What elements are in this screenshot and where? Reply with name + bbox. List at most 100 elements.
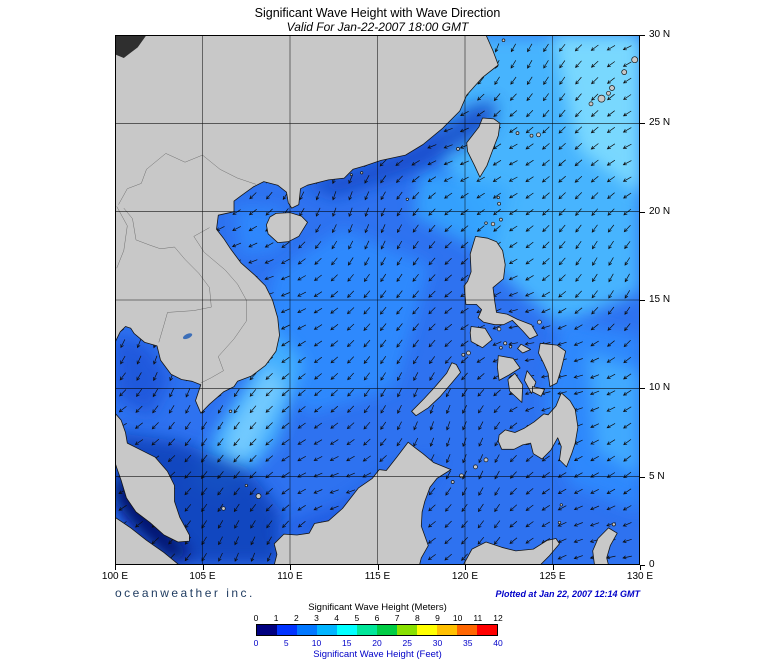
- small-island: [503, 341, 508, 346]
- lon-tick-mark: [377, 565, 379, 570]
- small-island: [631, 56, 639, 64]
- small-island: [483, 457, 489, 463]
- legend-color-segment: [457, 625, 477, 635]
- lon-tick-mark: [290, 565, 291, 570]
- lon-tick-label: 115 E: [364, 571, 391, 582]
- small-island: [490, 221, 496, 227]
- legend-meters-tick: 4: [334, 613, 340, 623]
- small-island: [459, 473, 464, 479]
- legend-meters-tick: 5: [354, 613, 360, 623]
- lat-tick-mark: [640, 211, 645, 213]
- small-island: [606, 90, 611, 96]
- small-island: [536, 132, 541, 138]
- small-island: [537, 319, 542, 325]
- small-island: [515, 131, 520, 135]
- legend-meters-tick: 1: [273, 613, 279, 623]
- legend-meters-tick: 6: [374, 613, 380, 623]
- legend-feet-tick: 20: [372, 638, 382, 648]
- legend-meters-tick: 7: [394, 613, 400, 623]
- legend-meters-tick: 9: [435, 613, 440, 623]
- legend-feet-tick: 40: [493, 638, 503, 648]
- small-island: [244, 483, 248, 488]
- plotted-timestamp: Plotted at Jan 22, 2007 12:14 GMT: [495, 589, 640, 599]
- lon-tick-mark: [640, 565, 641, 570]
- legend-color-segment: [377, 625, 397, 635]
- legend-feet-tick: 0: [253, 638, 259, 648]
- small-island: [497, 201, 501, 206]
- lat-tick-mark: [640, 476, 645, 478]
- small-island: [496, 195, 500, 200]
- lon-tick-label: 130 E: [626, 571, 654, 582]
- land-layer: [115, 35, 639, 565]
- legend-feet-tick: 35: [463, 638, 473, 648]
- small-island: [466, 350, 471, 356]
- lon-tick-label: 120 E: [451, 571, 479, 582]
- legend-meters-tick: 3: [314, 613, 319, 623]
- legend-feet-tick: 30: [432, 638, 443, 648]
- small-island: [529, 133, 534, 138]
- legend-meters-label: Significant Wave Height (Meters): [308, 602, 447, 613]
- legend-color-segment: [357, 625, 377, 635]
- map-border: [115, 35, 640, 565]
- small-island: [461, 352, 466, 357]
- country-border: [116, 206, 128, 269]
- lat-tick-label: 30 N: [649, 29, 671, 40]
- small-island: [221, 506, 226, 511]
- small-island: [228, 409, 233, 413]
- legend-feet-ticks: 0 5 10 15 20 25 30 35 40: [253, 638, 503, 648]
- lat-tick-mark: [640, 300, 645, 301]
- small-island: [473, 464, 478, 470]
- legend-color-segment: [437, 625, 457, 635]
- lon-tick-mark: [465, 565, 466, 570]
- map-canvas: [115, 35, 640, 565]
- small-island: [611, 522, 616, 527]
- legend-meters-ticks: 0 1 2 3 4 5 6 7 8 9 10 11 12: [254, 613, 503, 623]
- legend-color-segment: [277, 625, 297, 635]
- small-island: [349, 173, 353, 176]
- lat-tick-mark: [640, 123, 645, 125]
- lat-tick-label: 15 N: [649, 294, 671, 305]
- small-island: [499, 217, 503, 222]
- small-island: [456, 147, 460, 151]
- legend-meters-tick: 8: [414, 613, 420, 623]
- legend-feet-tick: 5: [283, 638, 289, 648]
- lat-tick-label: 5 N: [649, 470, 665, 482]
- oceanweather-logo-text: oceanweather inc.: [115, 586, 255, 600]
- lat-tick-label: 10 N: [649, 382, 671, 394]
- lon-tick-mark: [115, 565, 116, 570]
- small-island: [255, 493, 262, 499]
- lat-tick-label: 20 N: [649, 205, 671, 217]
- legend-colorbar: [256, 624, 498, 636]
- valid-time-subtitle: Valid For Jan-22-2007 18:00 GMT: [286, 20, 469, 34]
- lon-tick-label: 105 E: [189, 571, 216, 582]
- lon-tick-label: 100 E: [101, 571, 129, 582]
- legend-feet-tick: 25: [402, 638, 412, 648]
- lat-tick-mark: [640, 35, 645, 36]
- small-island: [588, 101, 594, 107]
- legend-meters-tick: 12: [493, 613, 503, 623]
- small-island: [450, 480, 455, 484]
- legend-color-segment: [397, 625, 417, 635]
- legend-feet-tick: 15: [342, 638, 352, 648]
- legend-color-segment: [297, 625, 317, 635]
- page-title: Significant Wave Height with Wave Direct…: [254, 6, 501, 20]
- lon-tick-label: 110 E: [277, 571, 303, 582]
- small-island: [499, 345, 503, 350]
- lat-tick-label: 25 N: [649, 117, 671, 129]
- legend-color-segment: [417, 625, 437, 635]
- lat-lon-grid: [115, 35, 640, 565]
- small-island: [508, 345, 513, 349]
- small-island: [496, 326, 502, 332]
- country-border: [118, 153, 256, 205]
- small-island: [609, 85, 615, 91]
- legend-feet-label: Significant Wave Height (Feet): [313, 649, 442, 660]
- legend-meters-tick: 10: [452, 613, 463, 623]
- country-border: [123, 207, 212, 343]
- wave-map-svg: [115, 35, 640, 565]
- legend-feet-tick: 10: [311, 638, 322, 648]
- lat-tick-mark: [640, 388, 645, 390]
- lon-tick-label: 125 E: [539, 571, 566, 582]
- small-island: [557, 520, 562, 525]
- lon-tick-mark: [552, 565, 554, 570]
